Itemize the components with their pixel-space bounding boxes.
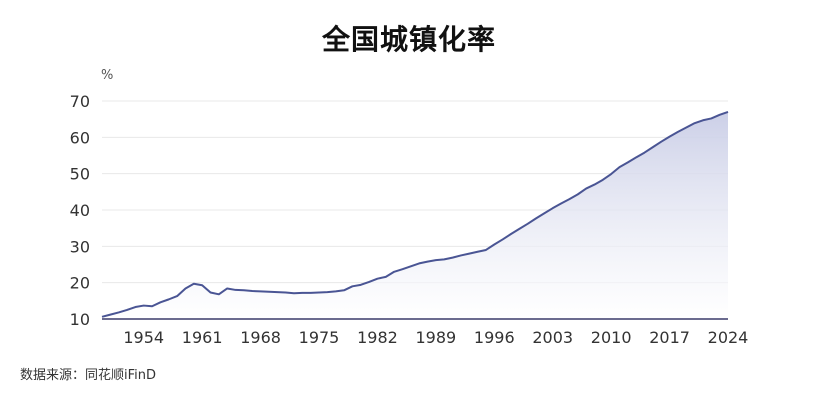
x-tick-label-2024: 2024 bbox=[708, 328, 749, 347]
y-tick-label-20: 20 bbox=[70, 274, 90, 293]
y-tick-label-10: 10 bbox=[70, 310, 90, 329]
series-line bbox=[101, 110, 729, 318]
x-tick-label-1975: 1975 bbox=[299, 328, 340, 347]
area-fill bbox=[102, 111, 728, 320]
x-tick-label-1968: 1968 bbox=[240, 328, 281, 347]
y-tick-labels: 10 20 30 40 50 60 70 bbox=[70, 92, 90, 329]
y-tick-label-40: 40 bbox=[70, 201, 90, 220]
y-unit-label: % bbox=[101, 68, 113, 83]
y-tick-label-60: 60 bbox=[70, 128, 90, 147]
x-tick-label-1982: 1982 bbox=[357, 328, 398, 347]
y-tick-label-30: 30 bbox=[70, 237, 90, 256]
x-tick-label-2017: 2017 bbox=[649, 328, 690, 347]
grid-lines bbox=[102, 100, 728, 284]
x-tick-label-1954: 1954 bbox=[123, 328, 164, 347]
x-tick-label-1989: 1989 bbox=[416, 328, 457, 347]
x-tick-label-2003: 2003 bbox=[532, 328, 573, 347]
y-tick-label-70: 70 bbox=[70, 92, 90, 111]
x-tick-label-1996: 1996 bbox=[474, 328, 515, 347]
chart-title: 全国城镇化率 bbox=[321, 23, 496, 56]
x-tick-labels: 1954 1961 1968 1975 1982 1989 1996 2003 2010 2017… bbox=[123, 328, 748, 347]
x-tick-label-1961: 1961 bbox=[182, 328, 223, 347]
x-tick-label-2010: 2010 bbox=[591, 328, 632, 347]
y-tick-label-50: 50 bbox=[70, 165, 90, 184]
data-source-note: 数据来源：同花顺iFinD bbox=[20, 368, 157, 383]
